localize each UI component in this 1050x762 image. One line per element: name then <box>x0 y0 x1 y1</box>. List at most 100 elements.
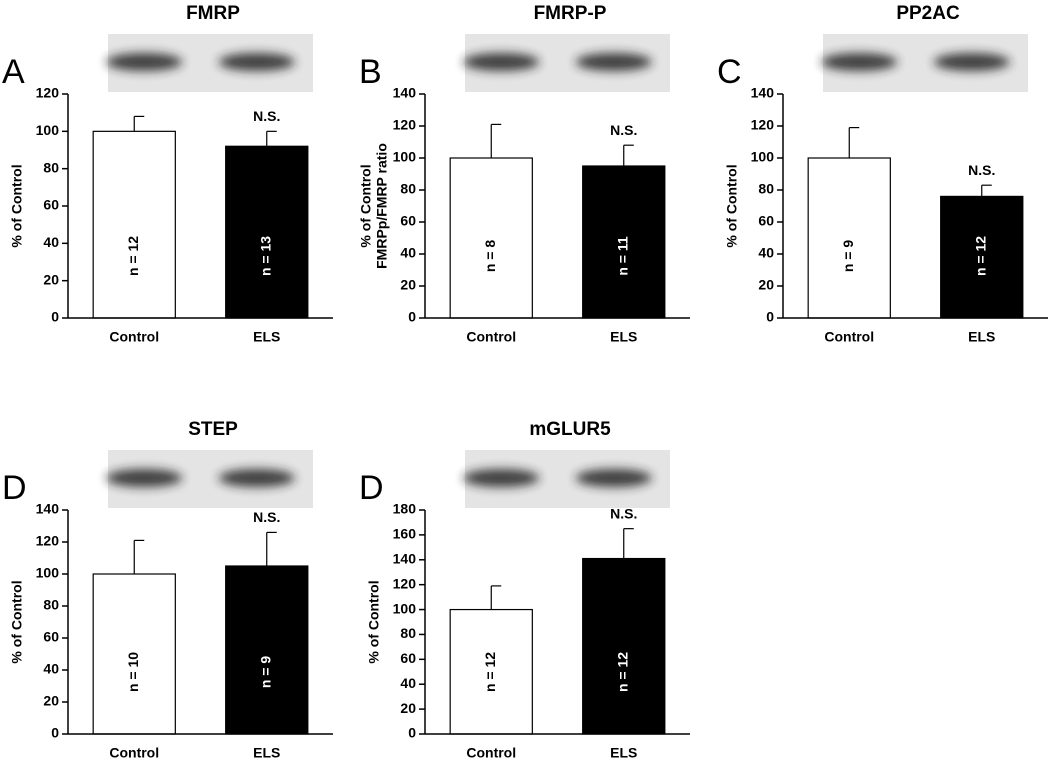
y-tick-label: 100 <box>393 149 417 165</box>
blot-band <box>933 53 1010 71</box>
y-tick-label: 140 <box>393 550 417 566</box>
bar <box>449 157 533 319</box>
n-label: n = 12 <box>125 236 141 276</box>
y-tick-label: 60 <box>400 213 416 229</box>
n-label: n = 9 <box>840 240 856 273</box>
annotation: N.S. <box>253 108 280 124</box>
bar <box>940 195 1024 319</box>
y-tick-label: 100 <box>36 565 60 581</box>
chart-title: mGLUR5 <box>529 419 611 440</box>
x-tick-label: Control <box>109 745 159 761</box>
bar <box>582 165 666 319</box>
y-tick-label: 180 <box>393 501 417 517</box>
chart-title: FMRP-P <box>534 3 607 24</box>
x-tick-label: ELS <box>253 745 280 761</box>
blot-image <box>106 34 313 92</box>
blot-band <box>106 53 183 71</box>
y-axis-label: FMRPp/FMRP ratio <box>374 143 390 269</box>
n-label: n = 13 <box>257 236 273 276</box>
panel-label: B <box>359 53 382 91</box>
x-tick-label: ELS <box>253 329 280 345</box>
bar <box>92 130 176 319</box>
y-tick-label: 40 <box>400 245 416 261</box>
y-tick-label: 140 <box>36 501 60 517</box>
y-tick-label: 20 <box>400 277 416 293</box>
blot-band <box>218 53 295 71</box>
y-tick-label: 80 <box>43 159 59 175</box>
y-tick-label: 120 <box>36 85 60 101</box>
blot-band <box>463 53 540 71</box>
n-label: n = 12 <box>972 236 988 276</box>
blot-band <box>463 469 540 487</box>
n-label: n = 12 <box>482 652 498 692</box>
y-tick-label: 140 <box>393 85 417 101</box>
y-tick-label: 60 <box>400 650 416 666</box>
annotation: N.S. <box>610 505 637 521</box>
y-tick-label: 40 <box>758 245 774 261</box>
chart-title: PP2AC <box>896 3 960 24</box>
y-tick-label: 160 <box>393 526 417 542</box>
n-label: n = 8 <box>482 240 498 273</box>
y-axis-label: % of Control <box>366 580 382 663</box>
y-tick-label: 20 <box>43 271 59 287</box>
blot-band <box>575 53 652 71</box>
bar <box>449 608 533 735</box>
y-axis-label: % of Control <box>724 164 740 247</box>
n-label: n = 12 <box>614 652 630 692</box>
y-tick-label: 80 <box>43 597 59 613</box>
x-tick-label: Control <box>466 329 516 345</box>
x-tick-label: Control <box>824 329 874 345</box>
y-tick-label: 20 <box>758 277 774 293</box>
bar <box>225 565 309 735</box>
n-label: n = 11 <box>614 236 630 276</box>
blot-image <box>463 34 670 92</box>
x-tick-label: ELS <box>968 329 995 345</box>
blot-band <box>106 469 183 487</box>
y-axis-label: % of Control <box>9 580 25 663</box>
y-tick-label: 40 <box>43 234 59 250</box>
blot-image <box>463 450 670 508</box>
bar <box>92 573 176 735</box>
y-tick-label: 140 <box>751 85 775 101</box>
y-tick-label: 120 <box>36 533 60 549</box>
y-axis-label: % of Control <box>9 164 25 247</box>
blot-image <box>106 450 313 508</box>
n-label: n = 10 <box>125 652 141 692</box>
y-tick-label: 100 <box>393 600 417 616</box>
y-tick-label: 60 <box>43 629 59 645</box>
y-tick-label: 100 <box>36 122 60 138</box>
y-tick-label: 120 <box>751 117 775 133</box>
y-tick-label: 120 <box>393 117 417 133</box>
y-tick-label: 60 <box>758 213 774 229</box>
y-tick-label: 60 <box>43 197 59 213</box>
y-tick-label: 20 <box>43 693 59 709</box>
blot-band <box>218 469 295 487</box>
y-axis-label: % of Control <box>358 164 374 247</box>
y-tick-label: 40 <box>43 661 59 677</box>
annotation: N.S. <box>610 122 637 138</box>
chart-title: FMRP <box>186 3 240 24</box>
panel-label: A <box>2 53 25 91</box>
y-tick-label: 0 <box>51 309 59 325</box>
bar <box>807 157 891 319</box>
bar <box>225 145 309 319</box>
y-tick-label: 100 <box>751 149 775 165</box>
y-tick-label: 0 <box>408 725 416 741</box>
chart-title: STEP <box>188 419 238 440</box>
n-label: n = 9 <box>257 656 273 689</box>
x-tick-label: Control <box>466 745 516 761</box>
x-tick-label: ELS <box>610 329 637 345</box>
panel-label: D <box>359 469 384 507</box>
y-tick-label: 80 <box>400 625 416 641</box>
x-tick-label: Control <box>109 329 159 345</box>
panel-label: C <box>717 53 742 91</box>
y-tick-label: 80 <box>758 181 774 197</box>
x-tick-label: ELS <box>610 745 637 761</box>
panel-label: D <box>2 469 27 507</box>
y-tick-label: 0 <box>766 309 774 325</box>
blot-band <box>575 469 652 487</box>
y-tick-label: 80 <box>400 181 416 197</box>
y-tick-label: 120 <box>393 575 417 591</box>
y-tick-label: 40 <box>400 675 416 691</box>
